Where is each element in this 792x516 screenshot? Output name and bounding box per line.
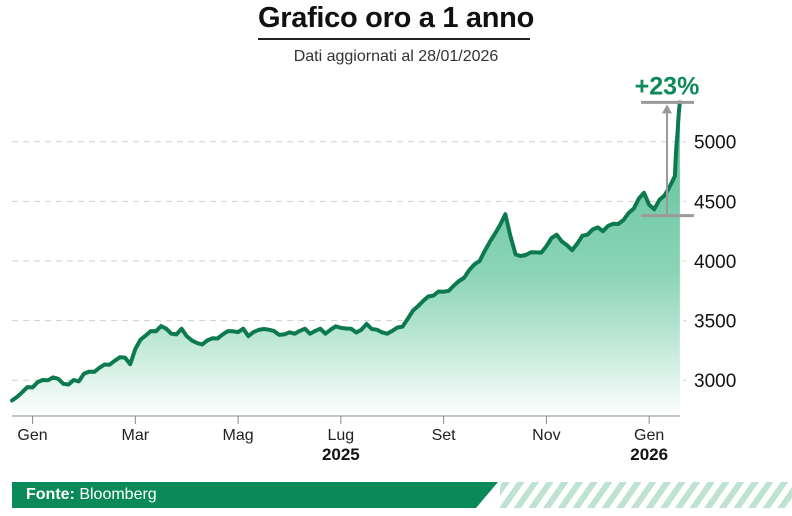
x-year-label: 2025 <box>322 445 360 464</box>
y-tick-label: 3500 <box>694 312 736 333</box>
x-tick-label: Set <box>432 427 457 444</box>
footer-source-band <box>12 482 498 508</box>
area-fill <box>12 102 680 417</box>
source-label: Fonte: <box>26 486 75 503</box>
chart-subtitle: Dati aggiornati al 28/01/2026 <box>293 48 499 65</box>
footer-source: Fonte: Bloomberg <box>26 486 157 504</box>
chart-title: Grafico oro a 1 anno <box>258 2 534 34</box>
change-annotation: +23% <box>635 72 700 218</box>
x-tick-label: Nov <box>532 427 560 444</box>
annotation-label: +23% <box>635 72 700 100</box>
x-tick-marks <box>32 416 650 424</box>
footer-bar: Fonte: Bloomberg <box>12 482 792 508</box>
x-tick-label: Lug <box>328 427 355 444</box>
x-tick-label: Mag <box>223 427 254 444</box>
footer-stripes <box>500 482 792 508</box>
x-tick-label: Gen <box>17 427 47 444</box>
series-line <box>10 100 682 403</box>
x-tick-label: Mar <box>122 427 150 444</box>
y-tick-label: 3000 <box>694 371 736 392</box>
x-year-label: 2026 <box>630 445 668 464</box>
y-tick-label: 4000 <box>694 252 736 273</box>
source-name: Bloomberg <box>79 486 157 503</box>
y-tick-labels: 3000 3500 4000 4500 5000 <box>694 133 736 392</box>
y-tick-label: 4500 <box>694 192 736 213</box>
title-underline <box>258 38 530 40</box>
annotation-arrow-head <box>662 104 672 114</box>
x-tick-label: Gen <box>634 427 664 444</box>
y-tick-label: 5000 <box>694 133 736 154</box>
